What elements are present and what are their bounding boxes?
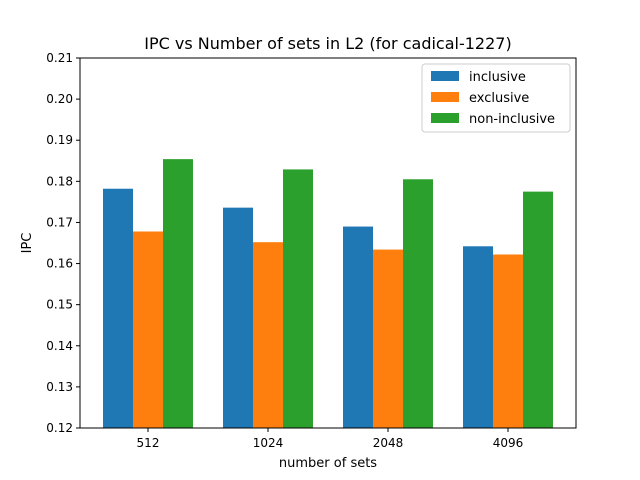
plot-frame xyxy=(79,57,577,429)
y-tick-label: 0.19 xyxy=(46,133,73,147)
bar-non-inclusive-512 xyxy=(163,159,193,428)
y-tick-label: 0.18 xyxy=(46,174,73,188)
legend-swatch-inclusive xyxy=(431,71,459,81)
bar-exclusive-1024 xyxy=(253,242,283,428)
bar-exclusive-512 xyxy=(133,231,163,428)
bars-layer xyxy=(103,159,553,428)
x-axis-label: number of sets xyxy=(279,456,377,471)
bar-inclusive-2048 xyxy=(343,226,373,428)
bar-non-inclusive-1024 xyxy=(283,169,313,428)
y-tick-label: 0.21 xyxy=(46,51,73,65)
x-tick-label: 2048 xyxy=(373,436,404,450)
y-tick-label: 0.16 xyxy=(46,257,73,271)
legend-swatch-non-inclusive xyxy=(431,113,459,123)
y-tick-label: 0.17 xyxy=(46,215,73,229)
x-tick-label: 4096 xyxy=(493,436,524,450)
bar-inclusive-1024 xyxy=(223,207,253,428)
bar-non-inclusive-4096 xyxy=(523,191,553,428)
bar-inclusive-4096 xyxy=(463,246,493,428)
x-tick-label: 1024 xyxy=(253,436,284,450)
y-tick-label: 0.12 xyxy=(46,421,73,435)
y-axis-label: IPC xyxy=(20,233,35,254)
legend: inclusive exclusive non-inclusive xyxy=(421,63,571,133)
y-tick-label: 0.13 xyxy=(46,380,73,394)
bar-inclusive-512 xyxy=(103,188,133,428)
y-tick-label: 0.20 xyxy=(46,92,73,106)
y-tick-label: 0.14 xyxy=(46,339,73,353)
legend-swatch-exclusive xyxy=(431,92,459,102)
bar-exclusive-2048 xyxy=(373,249,403,428)
legend-label-non-inclusive: non-inclusive xyxy=(469,112,555,127)
bar-non-inclusive-2048 xyxy=(403,179,433,428)
bar-exclusive-4096 xyxy=(493,254,523,428)
axes-layer: 0.12 0.13 0.14 0.15 0.16 0.17 0.18 0.19 0.20 0.21… xyxy=(46,51,577,450)
legend-label-exclusive: exclusive xyxy=(469,91,529,106)
x-tick-label: 512 xyxy=(137,436,160,450)
chart-title: IPC vs Number of sets in L2 (for cadical… xyxy=(144,34,511,53)
legend-label-inclusive: inclusive xyxy=(469,70,526,85)
y-tick-label: 0.15 xyxy=(46,298,73,312)
